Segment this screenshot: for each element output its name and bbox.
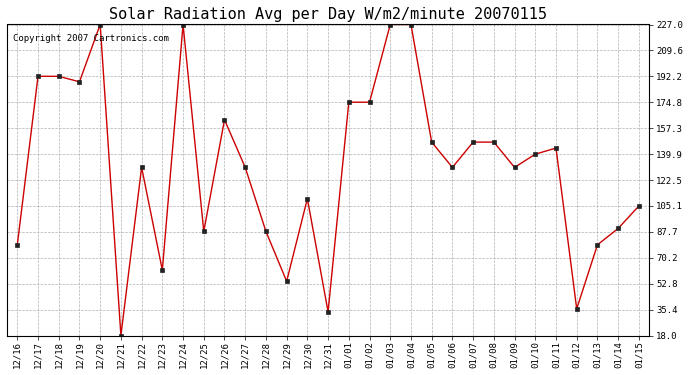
Text: Copyright 2007 Cartronics.com: Copyright 2007 Cartronics.com bbox=[13, 34, 169, 43]
Title: Solar Radiation Avg per Day W/m2/minute 20070115: Solar Radiation Avg per Day W/m2/minute … bbox=[109, 7, 547, 22]
